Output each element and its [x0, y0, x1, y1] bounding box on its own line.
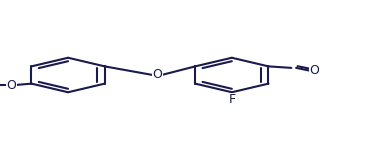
Text: O: O	[309, 64, 319, 77]
Text: O: O	[152, 69, 162, 81]
Text: F: F	[228, 93, 236, 106]
Text: O: O	[6, 79, 16, 92]
